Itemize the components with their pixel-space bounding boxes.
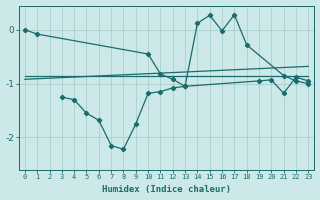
X-axis label: Humidex (Indice chaleur): Humidex (Indice chaleur) [102, 185, 231, 194]
